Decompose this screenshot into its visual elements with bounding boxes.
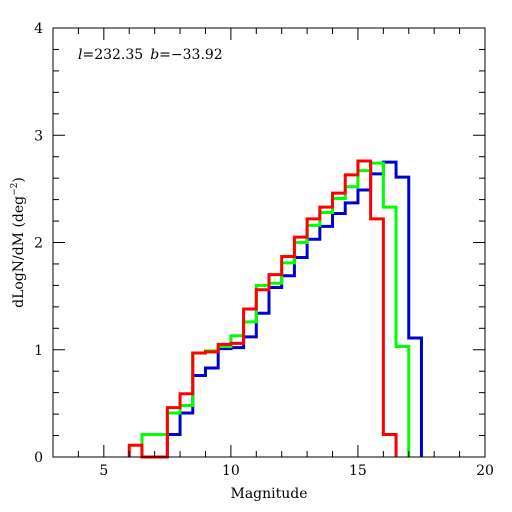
x-tick-label: 15	[349, 463, 367, 479]
y-tick-label: 0	[34, 450, 43, 466]
y-tick-label: 3	[34, 128, 43, 144]
x-tick-label: 10	[222, 463, 240, 479]
galactic-coordinates-annotation: l=232.35 b=−33.92	[78, 47, 223, 63]
y-axis-label-close: )	[11, 177, 27, 182]
annotation-b-symbol: b	[150, 47, 159, 63]
y-axis-label: dLogN/dM (deg−2)	[10, 177, 27, 308]
annotation-b-value: =−33.92	[159, 47, 223, 63]
annotation-l-symbol: l	[78, 47, 82, 63]
tick-labels-layer: 5 10 15 20 0 1 2 3 4	[34, 21, 494, 479]
y-axis-label-superscript: −2	[10, 183, 20, 196]
ticks-layer	[52, 27, 486, 458]
x-tick-label: 5	[99, 463, 108, 479]
x-axis-label: Magnitude	[230, 486, 307, 502]
y-tick-label: 2	[34, 236, 43, 252]
y-axis-label-main: dLogN/dM (deg	[11, 196, 27, 308]
y-tick-label: 4	[34, 21, 43, 37]
annotation-l-value: =232.35	[82, 47, 143, 63]
series-layer	[127, 159, 423, 459]
y-tick-label: 1	[34, 343, 43, 359]
x-tick-label: 20	[476, 463, 494, 479]
histogram-series-3	[127, 159, 398, 459]
